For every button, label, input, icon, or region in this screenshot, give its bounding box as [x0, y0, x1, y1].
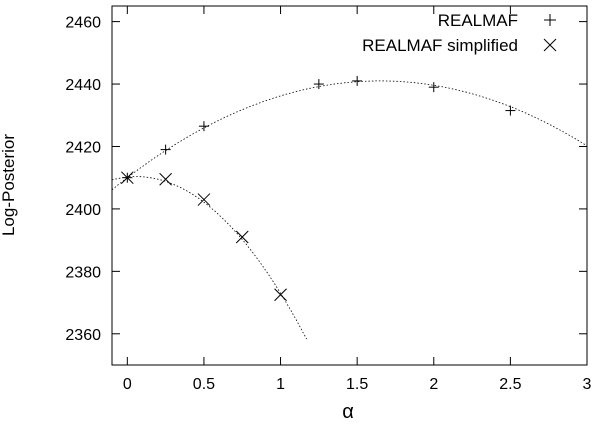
- y-tick-label: 2460: [65, 15, 101, 32]
- data-point-cross: [120, 171, 134, 185]
- y-tick-label: 2440: [65, 77, 101, 94]
- x-tick-label: 0: [123, 376, 132, 393]
- x-tick-label: 2: [429, 376, 438, 393]
- data-point-plus: [352, 75, 363, 86]
- plot-frame: [111, 5, 588, 366]
- legend-label: REALMAF simplified: [362, 36, 518, 55]
- data-point-plus: [198, 121, 209, 132]
- axis-ticks: 0 0.5 1 1.5 2 2.5 3 2360 2380 2400 2420 2440 2460: [65, 6, 592, 393]
- data-point-plus: [160, 144, 171, 155]
- data-point-cross: [274, 288, 287, 302]
- fit-curve: [111, 80, 588, 191]
- data-point-cross: [197, 193, 211, 206]
- legend-marker-cross: [543, 38, 557, 52]
- x-tick-label: 2.5: [499, 376, 521, 393]
- legend-marker-plus: [544, 14, 556, 26]
- x-tick-label: 3: [583, 376, 592, 393]
- legend: REALMAF REALMAF simplified: [362, 11, 557, 55]
- x-tick-label: 1: [276, 376, 285, 393]
- y-tick-label: 2420: [65, 139, 101, 156]
- x-tick-label: 1.5: [346, 376, 368, 393]
- y-tick-label: 2400: [65, 202, 101, 219]
- data-point-cross: [159, 172, 172, 186]
- fit-curve: [111, 176, 307, 340]
- y-axis-label: Log-Posterior: [0, 134, 18, 236]
- data-point-plus: [428, 82, 439, 93]
- x-axis-label: α: [342, 401, 354, 423]
- data-points: [120, 75, 516, 302]
- legend-label: REALMAF: [438, 11, 518, 30]
- data-point-cross: [235, 230, 249, 244]
- data-point-plus: [505, 105, 516, 116]
- y-tick-label: 2360: [65, 327, 101, 344]
- x-tick-label: 0.5: [193, 376, 215, 393]
- data-point-plus: [313, 79, 324, 90]
- fit-curves: [111, 80, 588, 340]
- y-tick-label: 2380: [65, 264, 101, 281]
